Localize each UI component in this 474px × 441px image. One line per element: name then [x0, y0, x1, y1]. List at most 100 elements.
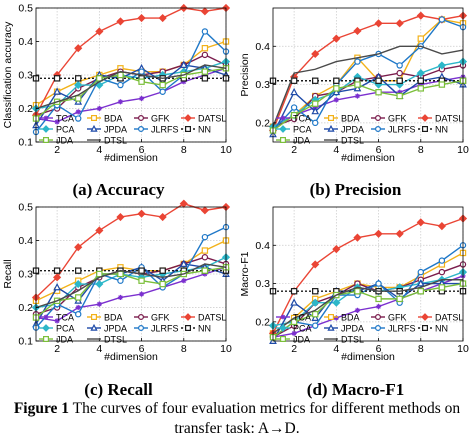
series-line-dtsl — [272, 45, 464, 127]
data-point-jpda — [416, 279, 425, 287]
data-point-jda — [396, 92, 403, 100]
data-point-jda — [417, 85, 424, 92]
legend-marker-pca — [42, 324, 50, 332]
legend-marker-gfk — [138, 313, 145, 320]
data-point-datsl — [353, 233, 362, 242]
legend-marker-bda — [327, 313, 334, 320]
legend-label-dtsl: DTSL — [341, 136, 364, 146]
legend-label-nn: NN — [198, 125, 211, 135]
legend-label-jlrfs: JLRFS — [388, 125, 416, 135]
y-axis-label: Classification accuracy — [2, 21, 14, 129]
data-point-jda — [375, 295, 382, 303]
legend-label-tca: TCA — [293, 114, 311, 124]
data-point-jpda — [53, 87, 61, 95]
series-line-jpda — [272, 76, 464, 135]
data-point-nn — [159, 267, 166, 274]
y-tick-label: 0.2 — [18, 302, 33, 314]
series-line-bda — [35, 239, 227, 302]
data-point-jpda — [290, 298, 298, 306]
data-point-datsl — [332, 34, 341, 43]
data-point-tca — [375, 303, 382, 310]
data-point-tca — [333, 97, 339, 103]
legend-label-jda: JDA — [56, 136, 73, 146]
plot-frame — [272, 206, 464, 342]
legend-label-jda: JDA — [293, 136, 310, 146]
x-tick-label: 8 — [181, 144, 187, 156]
y-tick-label: 0.2 — [255, 316, 270, 328]
data-point-datsl — [116, 17, 125, 26]
data-point-nn — [375, 77, 382, 84]
legend-label-pca: PCA — [56, 324, 75, 334]
y-tick-label: 0.2 — [255, 117, 270, 129]
data-point-pca — [332, 298, 341, 307]
data-point-jda — [312, 100, 319, 107]
legend-marker-tca — [280, 115, 286, 121]
data-point-jda — [117, 270, 124, 278]
series-line-jlrfs — [272, 18, 464, 131]
legend-label-datsl: DATSL — [435, 114, 463, 124]
series-line-gfk — [35, 54, 227, 116]
x-tick-label: 6 — [139, 144, 145, 156]
data-point-datsl — [158, 13, 167, 23]
data-point-tca — [202, 72, 208, 78]
legend-label-jlrfs: JLRFS — [151, 324, 179, 334]
legend-label-jda: JDA — [56, 335, 73, 345]
data-point-jda — [159, 280, 166, 288]
data-point-pca — [437, 61, 446, 70]
data-point-jlrfs — [312, 119, 319, 127]
legend-label-tca: TCA — [56, 313, 74, 323]
y-axis-label: Recall — [2, 259, 14, 288]
data-point-gfk — [396, 69, 403, 77]
legend: TCA BDA GFK DATSL PCA JPDA JLRFS NN JDA DTSL — [39, 114, 226, 146]
data-point-jda — [96, 270, 103, 278]
data-point-gfk — [201, 51, 209, 59]
legend-label-gfk: GFK — [151, 114, 170, 124]
x-axis-label: #dimension — [341, 351, 395, 363]
legend-label-bda: BDA — [104, 313, 123, 323]
series-line-tca — [272, 275, 464, 338]
data-point-jlrfs — [396, 62, 403, 69]
data-point-pca — [74, 80, 83, 90]
legend-marker-nn — [185, 324, 192, 331]
legend-marker-bda — [90, 114, 97, 121]
data-point-jda — [438, 284, 446, 291]
legend-label-jda: JDA — [293, 335, 310, 345]
data-point-jda — [438, 81, 446, 88]
data-point-jlrfs — [117, 277, 124, 284]
legend-marker-jpda — [90, 124, 98, 132]
data-point-datsl — [332, 245, 341, 254]
series-line-bda — [272, 252, 464, 334]
data-point-datsl — [311, 260, 320, 269]
legend-marker-jda — [279, 336, 286, 343]
legend-label-datsl: DATSL — [198, 114, 226, 124]
series-line-jda — [35, 67, 227, 120]
series-line-bda — [35, 40, 227, 106]
series-line-tca — [272, 76, 464, 128]
data-point-jda — [333, 85, 340, 92]
legend-marker-datsl — [184, 313, 192, 321]
legend-marker-jda — [42, 336, 49, 343]
caption-recall: (c) Recall — [84, 380, 153, 399]
data-point-tca — [138, 291, 145, 297]
legend-label-nn: NN — [198, 324, 211, 334]
data-point-nn — [290, 288, 298, 295]
data-point-jlrfs — [138, 68, 145, 75]
y-tick-label: 0.3 — [255, 278, 270, 290]
data-point-nn — [53, 267, 61, 274]
series-line-bda — [272, 18, 464, 128]
y-tick-label: 0.1 — [18, 336, 33, 348]
data-point-jda — [290, 111, 298, 119]
legend-marker-tca — [43, 314, 49, 320]
caption-precision: (b) Precision — [309, 180, 402, 199]
figure-label: Figure 1 — [13, 400, 70, 417]
data-point-tca — [75, 109, 81, 115]
figure-caption-text: The curves of four evaluation metrics fo… — [72, 400, 461, 437]
y-tick-label: 0.5 — [18, 3, 33, 15]
data-point-jda — [354, 288, 361, 295]
data-point-jlrfs — [438, 257, 446, 264]
legend-label-dtsl: DTSL — [104, 335, 127, 345]
data-point-datsl — [137, 13, 146, 23]
data-point-tca — [138, 95, 145, 102]
legend-label-bda: BDA — [104, 114, 123, 124]
